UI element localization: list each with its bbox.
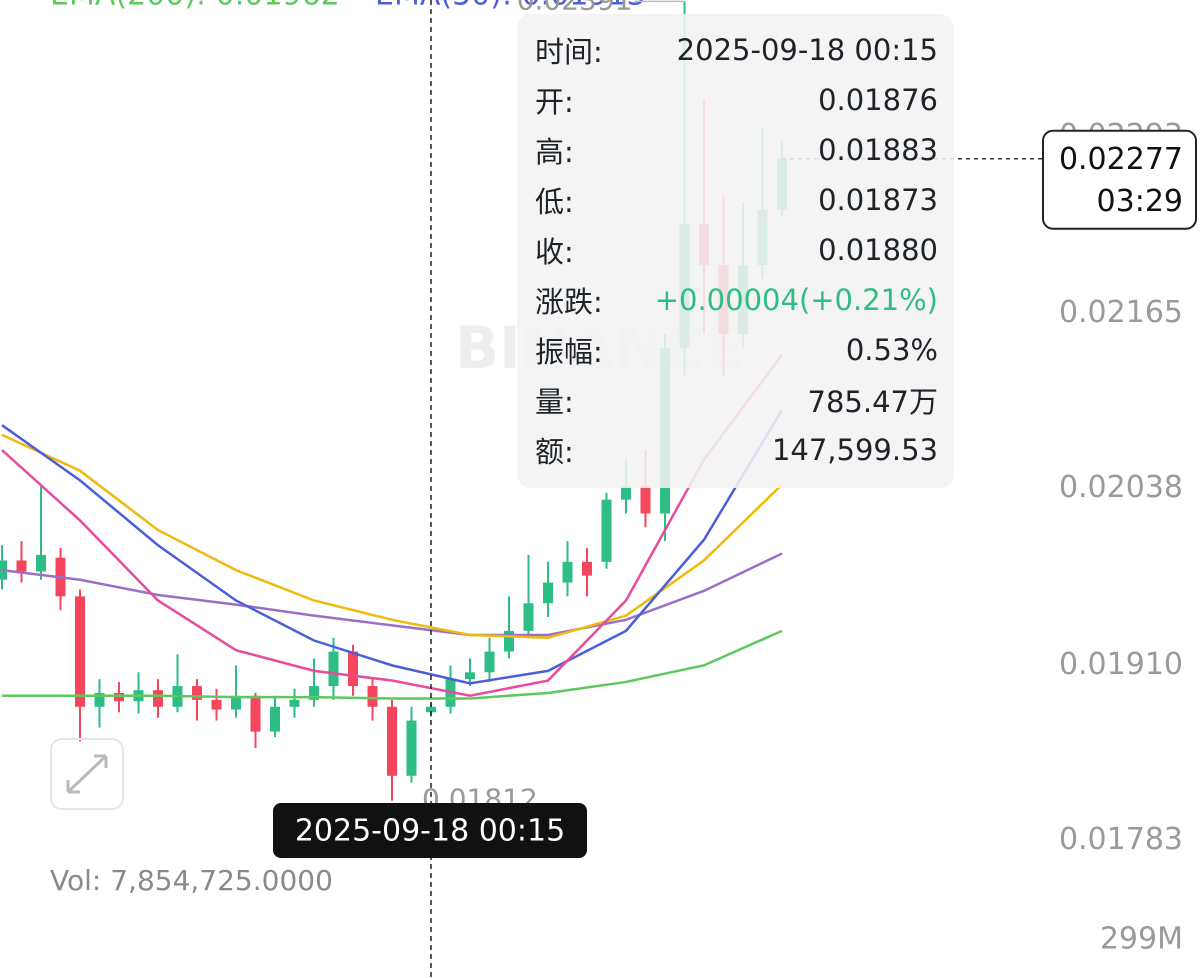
candle-body xyxy=(114,692,124,702)
candle-body xyxy=(640,485,651,514)
tooltip-value: 0.01876 xyxy=(818,83,938,117)
tooltip: 时间: 2025-09-18 00:15 开: 0.01876 高: 0.01883 低: 0… xyxy=(517,14,954,488)
candle-body xyxy=(16,560,27,572)
volume-label: Vol: 7,854,725.0000 xyxy=(50,864,333,897)
ema-line xyxy=(1,354,784,698)
ema-line xyxy=(1,433,783,640)
candle-body xyxy=(582,561,592,576)
candle-body xyxy=(348,651,358,687)
candle-body xyxy=(523,603,534,631)
candle-body xyxy=(387,706,397,776)
volume-axis-label: 299M xyxy=(1100,922,1183,957)
tooltip-value: 0.53% xyxy=(845,333,938,367)
tooltip-row: 振幅: 0.53% xyxy=(535,325,938,375)
candle-body xyxy=(153,690,163,707)
tooltip-row: 收: 0.01880 xyxy=(535,225,938,275)
candle-body xyxy=(94,692,105,707)
candle-body xyxy=(426,706,436,713)
candle-body xyxy=(465,672,475,680)
tooltip-label: 振幅: xyxy=(535,335,603,369)
tooltip-row: 量: 785.47万 xyxy=(535,375,938,425)
legend-entry: EMA(50): 0.01913 xyxy=(375,0,646,13)
tooltip-value: 0.01873 xyxy=(818,183,938,217)
tooltip-label: 额: xyxy=(535,435,574,469)
candle-body xyxy=(543,582,553,604)
tooltip-row: 涨跌: +0.00004(+0.21%) xyxy=(535,275,938,325)
candle-body xyxy=(289,699,300,707)
candle-body xyxy=(484,651,495,673)
crosshair-date: 2025-09-18 00:15 xyxy=(295,814,565,849)
tooltip-label: 时间: xyxy=(535,35,603,69)
candle-body xyxy=(36,554,46,572)
price-tag xyxy=(1042,129,1197,230)
tooltip-value: +0.00004(+0.21%) xyxy=(654,283,938,317)
candle-body xyxy=(621,485,631,500)
candle-body xyxy=(231,695,241,710)
tooltip-label: 低: xyxy=(535,185,574,219)
high-label: 0.02391 xyxy=(517,0,633,16)
expand-button[interactable] xyxy=(50,738,124,810)
date-box xyxy=(273,803,587,858)
y-tick-label: 0.02038 xyxy=(1059,470,1183,505)
tooltip-label: 收: xyxy=(535,235,574,269)
tooltip-value: 785.47万 xyxy=(807,385,938,419)
price-tag-price: 0.02277 xyxy=(1059,142,1183,177)
tooltip-row: 低: 0.01873 xyxy=(535,175,938,225)
ema-line xyxy=(1,552,783,637)
candle-body xyxy=(309,686,319,700)
y-tick-label: 0.01783 xyxy=(1059,822,1183,857)
expand-icon xyxy=(66,754,108,794)
tooltip-label: 涨跌: xyxy=(535,285,603,319)
tooltip-value: 2025-09-18 00:15 xyxy=(676,33,938,67)
ema-line xyxy=(2,629,783,700)
candle-body xyxy=(367,686,378,707)
candle-body xyxy=(270,706,280,732)
candle-body xyxy=(211,699,222,710)
tooltip-label: 量: xyxy=(535,385,574,419)
price-tag-time: 03:29 xyxy=(1097,184,1183,219)
candle-body xyxy=(601,499,612,562)
legend-entry: EMA(200): 0.01962 xyxy=(50,0,340,13)
y-tick-label: 0.02165 xyxy=(1059,295,1183,330)
tooltip-label: 开: xyxy=(535,85,574,119)
candle-body xyxy=(328,651,339,687)
tooltip-row: 时间: 2025-09-18 00:15 xyxy=(535,25,938,75)
tooltip-row: 额: 147,599.53 xyxy=(535,425,938,475)
tooltip-value: 0.01880 xyxy=(818,233,938,267)
tooltip-row: 开: 0.01876 xyxy=(535,75,938,125)
candle-body xyxy=(406,720,417,776)
candle-body xyxy=(562,561,573,583)
ema-line xyxy=(1,409,784,685)
candle-body xyxy=(75,596,85,707)
tooltip-label: 高: xyxy=(535,135,574,169)
candle-body xyxy=(504,630,514,652)
tooltip-value: 147,599.53 xyxy=(771,433,938,467)
tooltip-row: 高: 0.01883 xyxy=(535,125,938,175)
tooltip-value: 0.01883 xyxy=(818,133,938,167)
candle-body xyxy=(192,686,202,700)
candle-body xyxy=(250,695,261,732)
y-tick-label: 0.01910 xyxy=(1059,647,1183,682)
